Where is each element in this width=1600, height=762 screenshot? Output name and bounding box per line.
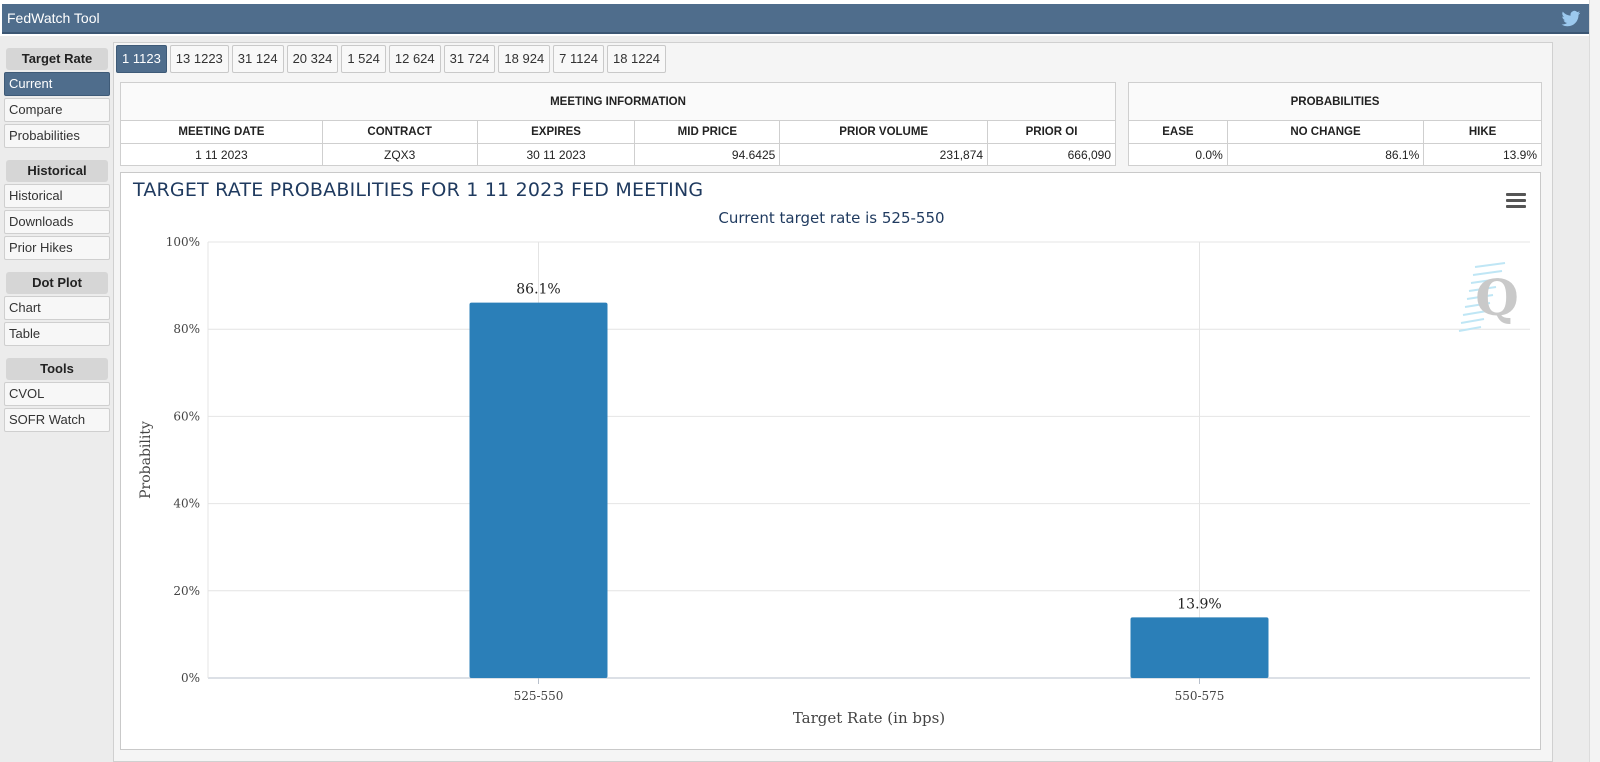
meeting-tab[interactable]: 31 724 <box>443 45 496 73</box>
y-axis-title: Probability <box>138 421 154 499</box>
meeting-date-cell: 1 11 2023 <box>120 143 323 166</box>
probabilities-header: PROBABILITIES <box>1128 82 1542 121</box>
x-axis-title: Target Rate (in bps) <box>793 709 945 727</box>
sidebar-item-table[interactable]: Table <box>4 322 110 346</box>
y-tick-label: 0% <box>181 671 200 685</box>
x-tick-label: 525-550 <box>514 689 564 703</box>
meeting-tab[interactable]: 1 1123 <box>116 45 167 73</box>
probabilities-table: PROBABILITIES EASE NO CHANGE HIKE 0.0% 8… <box>1128 82 1542 166</box>
prior-oi-cell: 666,090 <box>987 143 1116 166</box>
col-header-mid-price: MID PRICE <box>634 120 781 144</box>
hamburger-menu-icon[interactable] <box>1506 193 1526 209</box>
no-change-cell: 86.1% <box>1226 143 1425 166</box>
sidebar-item-prior-hikes[interactable]: Prior Hikes <box>4 236 110 260</box>
chart-plot: 0% 20% 40% 60% 80% 100% 86.1% 525-550 13.9% 550-5… <box>138 235 1530 727</box>
col-header-prior-volume: PRIOR VOLUME <box>779 120 989 144</box>
prior-volume-cell: 231,874 <box>779 143 989 166</box>
watermark-logo: Q <box>1458 262 1519 332</box>
meeting-tab[interactable]: 12 624 <box>388 45 441 73</box>
data-label: 13.9% <box>1177 596 1221 612</box>
expires-cell: 30 11 2023 <box>476 143 636 166</box>
sidebar-item-sofr-watch[interactable]: SOFR Watch <box>4 408 110 432</box>
col-header-contract: CONTRACT <box>321 120 478 144</box>
y-tick-label: 80% <box>173 322 200 336</box>
chart-title: TARGET RATE PROBABILITIES FOR 1 11 2023 … <box>133 179 704 201</box>
sidebar-item-chart[interactable]: Chart <box>4 296 110 320</box>
meeting-tab[interactable]: 1 524 <box>341 45 386 73</box>
page-scrollbar[interactable] <box>1589 0 1600 762</box>
table-row: 1 11 2023 ZQX3 30 11 2023 94.6425 231,87… <box>120 143 1116 166</box>
sidebar-item-historical[interactable]: Historical <box>4 184 110 208</box>
bar <box>469 302 608 678</box>
table-row: 0.0% 86.1% 13.9% <box>1128 143 1542 166</box>
chart-subtitle: Current target rate is 525-550 <box>718 209 945 227</box>
sidebar-item-cvol[interactable]: CVOL <box>4 382 110 406</box>
sidebar: Target Rate Current Compare Probabilities Hi… <box>4 48 112 432</box>
meeting-tab[interactable]: 31 124 <box>231 45 284 73</box>
meeting-information-header: MEETING INFORMATION <box>120 82 1116 121</box>
y-tick-label: 20% <box>173 584 200 598</box>
meeting-tab[interactable]: 18 1224 <box>606 45 666 73</box>
sidebar-heading: Historical <box>6 160 108 182</box>
target-rate-chart: TARGET RATE PROBABILITIES FOR 1 11 2023 … <box>120 172 1541 750</box>
col-header-prior-oi: PRIOR OI <box>987 120 1116 144</box>
sidebar-heading: Target Rate <box>6 48 108 70</box>
meeting-tab[interactable]: 18 924 <box>498 45 551 73</box>
y-tick-label: 60% <box>173 409 200 423</box>
ease-cell: 0.0% <box>1128 143 1228 166</box>
sidebar-item-probabilities[interactable]: Probabilities <box>4 124 110 148</box>
data-label: 86.1% <box>516 282 560 298</box>
col-header-expires: EXPIRES <box>476 120 636 144</box>
bar <box>1130 617 1269 678</box>
mid-price-cell: 94.6425 <box>634 143 781 166</box>
meeting-tab[interactable]: 7 1124 <box>553 45 604 73</box>
meeting-tab[interactable]: 13 1223 <box>169 45 229 73</box>
sidebar-item-downloads[interactable]: Downloads <box>4 210 110 234</box>
twitter-bird-icon[interactable] <box>1561 10 1581 28</box>
col-header-ease: EASE <box>1128 120 1228 144</box>
col-header-meeting-date: MEETING DATE <box>120 120 323 144</box>
meeting-tab[interactable]: 20 324 <box>286 45 339 73</box>
watermark-letter: Q <box>1475 268 1519 327</box>
y-tick-label: 100% <box>166 235 200 249</box>
hike-cell: 13.9% <box>1423 143 1542 166</box>
x-tick-label: 550-575 <box>1175 689 1225 703</box>
col-header-no-change: NO CHANGE <box>1226 120 1425 144</box>
y-tick-label: 40% <box>173 497 200 511</box>
app-title-bar: FedWatch Tool <box>2 4 1589 34</box>
col-header-hike: HIKE <box>1423 120 1542 144</box>
contract-cell: ZQX3 <box>321 143 478 166</box>
meeting-information-table: MEETING INFORMATION MEETING DATE CONTRAC… <box>120 82 1116 166</box>
sidebar-heading: Tools <box>6 358 108 380</box>
sidebar-heading: Dot Plot <box>6 272 108 294</box>
sidebar-item-current[interactable]: Current <box>4 72 110 96</box>
sidebar-item-compare[interactable]: Compare <box>4 98 110 122</box>
app-title: FedWatch Tool <box>7 10 100 26</box>
meeting-tabs: 1 1123 13 1223 31 124 20 324 1 524 12 624 31 7… <box>116 45 669 73</box>
